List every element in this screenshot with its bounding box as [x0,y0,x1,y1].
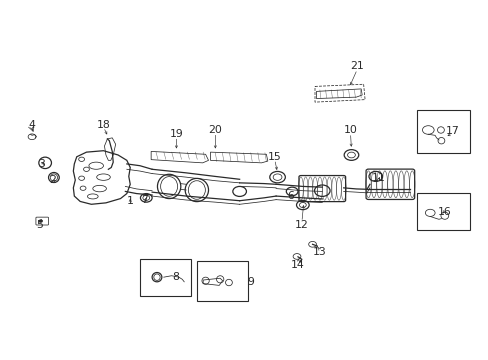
Bar [140,258,191,296]
Text: 6: 6 [286,191,293,201]
Text: 12: 12 [294,220,308,230]
Text: 9: 9 [246,277,253,287]
Text: 8: 8 [172,272,179,282]
Text: 7: 7 [141,195,148,204]
Text: 4: 4 [28,120,35,130]
Text: 13: 13 [312,247,326,257]
Text: 18: 18 [97,120,110,130]
Bar [416,111,468,153]
Text: 10: 10 [343,125,357,135]
Bar [416,193,468,230]
Text: 5: 5 [36,220,42,230]
Text: 21: 21 [350,62,364,71]
Text: 17: 17 [445,126,459,136]
Text: 15: 15 [267,152,281,162]
Text: 2: 2 [49,175,56,185]
Text: 14: 14 [290,260,304,270]
Circle shape [39,220,42,222]
Text: 20: 20 [208,125,222,135]
Text: 16: 16 [437,207,451,217]
Text: 19: 19 [169,129,183,139]
Text: 1: 1 [126,197,133,206]
Bar [197,261,247,301]
Text: 3: 3 [38,159,44,169]
Text: 11: 11 [370,173,384,183]
